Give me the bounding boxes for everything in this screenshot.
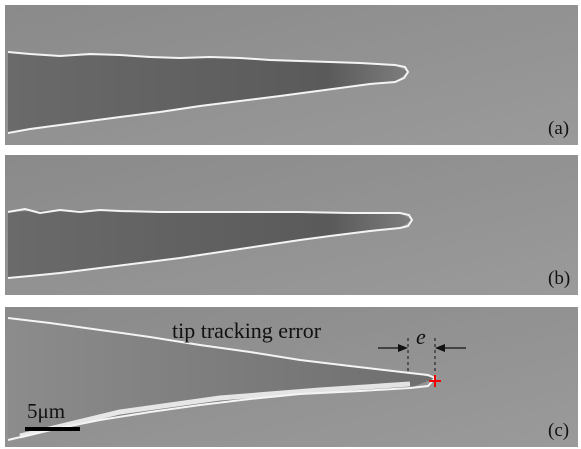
panel-label: (a) [548,118,569,139]
annotation-symbol: e [416,324,426,349]
figure: (a) (b) tip tracking error e 5μm (c) [0,0,581,449]
panel-c: tip tracking error e 5μm (c) [5,307,578,447]
annotation: tip tracking error [172,318,322,343]
panel-label: (c) [548,420,569,441]
scale-bar-label: 5μm [27,399,65,423]
panel-b: (b) [5,155,578,295]
panel-label: (b) [548,268,570,289]
panel-a: (a) [5,5,578,145]
